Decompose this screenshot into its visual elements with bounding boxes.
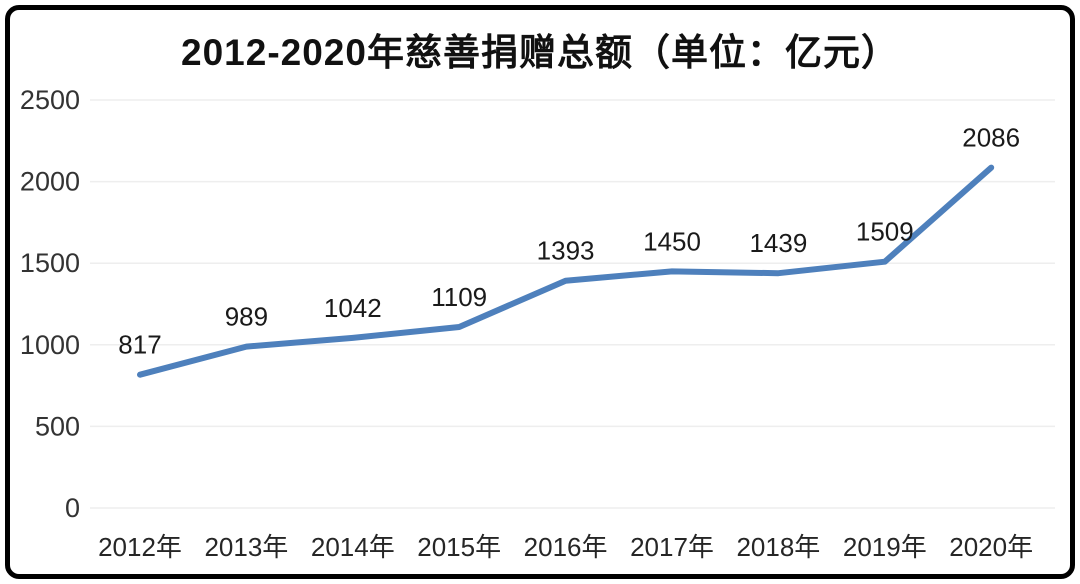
x-tick-label: 2013年 (204, 532, 288, 562)
y-tick-label: 500 (35, 411, 80, 441)
data-point-label: 989 (225, 302, 268, 332)
data-point-label: 1042 (324, 293, 382, 323)
data-point-label: 1439 (749, 228, 807, 258)
x-tick-label: 2018年 (736, 532, 820, 562)
data-line (137, 164, 995, 378)
data-point-label: 2086 (962, 123, 1020, 153)
data-point-label: 1509 (856, 217, 914, 247)
y-tick-label: 1500 (20, 248, 80, 278)
y-tick-label: 2500 (20, 85, 80, 115)
data-point-label: 1109 (431, 282, 487, 312)
y-tick-label: 2000 (20, 167, 80, 197)
x-tick-label: 2015年 (417, 532, 501, 562)
x-tick-label: 2019年 (843, 532, 927, 562)
chart-title: 2012-2020年慈善捐赠总额（单位：亿元） (181, 32, 899, 73)
x-tick-label: 2016年 (524, 532, 608, 562)
x-tick-label: 2012年 (98, 532, 182, 562)
data-point-label: 1393 (537, 236, 595, 266)
y-tick-label: 0 (65, 493, 80, 523)
x-tick-label: 2020年 (949, 532, 1033, 562)
y-tick-label: 1000 (20, 330, 80, 360)
data-point-label: 1450 (643, 226, 701, 256)
x-tick-label: 2014年 (311, 532, 395, 562)
data-point-label: 817 (118, 330, 161, 360)
x-tick-label: 2017年 (630, 532, 714, 562)
